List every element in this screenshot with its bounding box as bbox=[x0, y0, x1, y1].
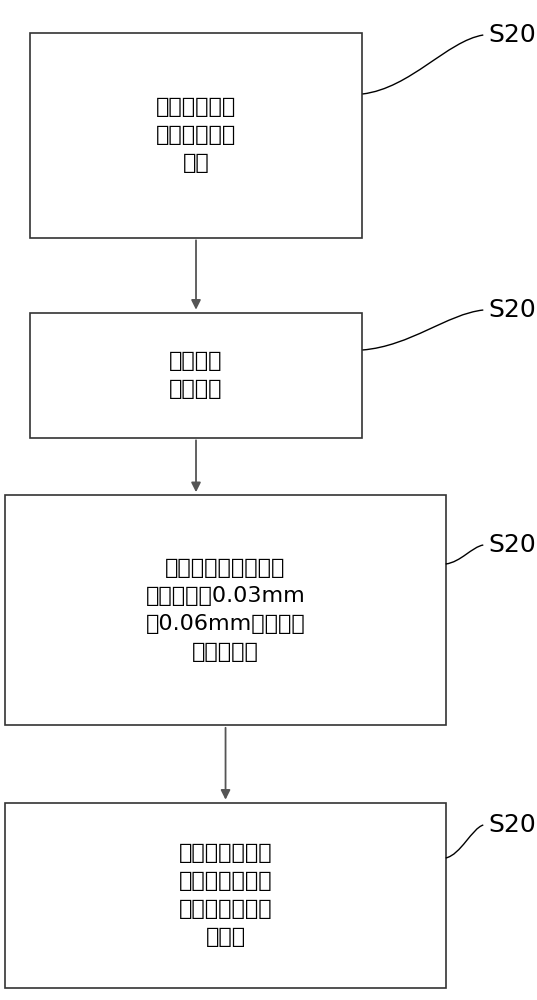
Text: 使用开窗挡点比盲孔
孔径单边大0.03mm
至0.06mm的菲林对
板进行曝光: 使用开窗挡点比盲孔 孔径单边大0.03mm 至0.06mm的菲林对 板进行曝光 bbox=[146, 558, 306, 662]
Text: 对打完内层靶
孔的板进行前
处理: 对打完内层靶 孔的板进行前 处理 bbox=[156, 97, 236, 173]
Text: 对板进行
贴膜操作: 对板进行 贴膜操作 bbox=[169, 351, 223, 399]
Bar bbox=[30, 312, 362, 438]
Text: S201: S201 bbox=[489, 23, 537, 47]
Text: S203: S203 bbox=[489, 533, 537, 557]
Text: 根据实际铜厚调
节蚀刻压力与蚀
刻线速，进行开
窗蚀刻: 根据实际铜厚调 节蚀刻压力与蚀 刻线速，进行开 窗蚀刻 bbox=[179, 843, 272, 947]
Bar bbox=[30, 32, 362, 237]
Bar bbox=[5, 802, 446, 988]
Text: S202: S202 bbox=[489, 298, 537, 322]
Bar bbox=[5, 495, 446, 725]
Text: S204: S204 bbox=[489, 813, 537, 837]
